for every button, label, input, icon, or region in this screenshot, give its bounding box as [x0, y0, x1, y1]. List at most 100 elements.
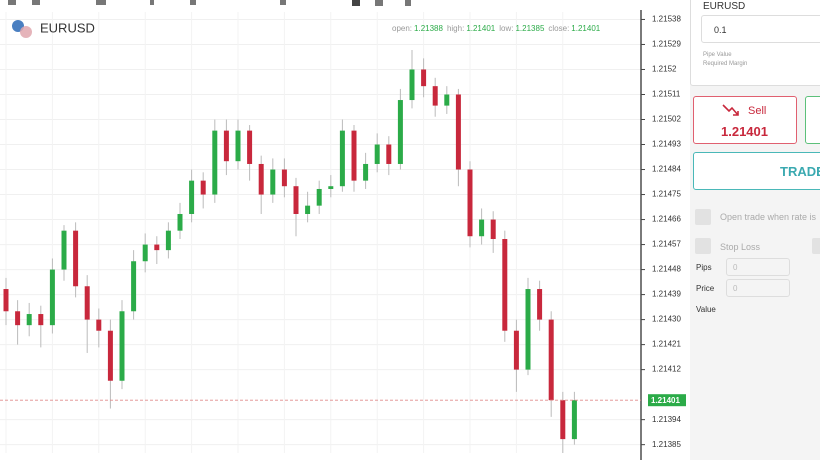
- candle-body: [305, 205, 311, 214]
- y-tick-label: 1.21511: [652, 90, 681, 99]
- candle-body: [455, 94, 461, 170]
- candle-body: [212, 130, 218, 195]
- tool-icon[interactable]: [32, 0, 40, 5]
- trade-label: TRADE: [780, 164, 820, 179]
- candle-body: [560, 400, 566, 440]
- open-when-label: Open trade when rate is: [720, 212, 817, 222]
- candle-body: [200, 180, 206, 195]
- amount-input[interactable]: 0.1: [701, 15, 820, 43]
- last-price-tag: [648, 394, 686, 407]
- candle-body: [26, 314, 32, 326]
- chart: 1.21538 1.21529 1.2152 1.21511 1.21502 1.2149…: [0, 0, 690, 460]
- y-tick-label: 1.21430: [652, 315, 681, 324]
- sell-button[interactable]: Sell 1.21401: [693, 96, 797, 144]
- tool-icon[interactable]: [375, 0, 383, 6]
- y-tick-label: 1.21466: [652, 215, 681, 224]
- pips-input[interactable]: 0: [726, 258, 790, 276]
- candle-body: [548, 319, 554, 401]
- candle-body: [281, 169, 287, 187]
- sell-icon: [722, 104, 739, 116]
- y-tick-label: 1.21385: [652, 440, 681, 449]
- candle-body: [270, 169, 276, 195]
- tool-icon[interactable]: [150, 0, 154, 5]
- order-box: EURUSD 0.1 Pipe Value Required Margin: [690, 0, 820, 86]
- candle-body: [386, 144, 392, 164]
- candle-body: [165, 230, 171, 251]
- candle-body: [38, 314, 44, 326]
- y-tick-label: 1.21493: [652, 140, 681, 149]
- y-tick-label: 1.2152: [652, 65, 677, 74]
- buy-button[interactable]: [805, 96, 820, 144]
- last-price-label: 1.21401: [651, 396, 680, 405]
- candle-body: [479, 219, 485, 237]
- candle-body: [177, 213, 183, 231]
- candle-body: [363, 163, 369, 181]
- sell-price: 1.21401: [721, 124, 768, 139]
- panel-symbol: EURUSD: [703, 1, 746, 12]
- candle-body: [49, 269, 55, 326]
- candle-body: [293, 186, 299, 214]
- trade-button[interactable]: TRADE: [693, 152, 820, 190]
- candle-body: [444, 94, 450, 106]
- candle-body: [3, 289, 9, 312]
- logo: [20, 26, 32, 38]
- price-input[interactable]: 0: [726, 279, 790, 297]
- tool-icon[interactable]: [96, 0, 106, 5]
- candle-body: [96, 319, 102, 331]
- amount-value: 0.1: [714, 25, 727, 35]
- ohlc-value: 1.21401: [571, 24, 600, 33]
- candle-body: [316, 188, 322, 206]
- candle-body: [513, 330, 519, 370]
- candle-body: [223, 130, 229, 162]
- tool-icon[interactable]: [352, 0, 360, 6]
- candle-body: [421, 69, 427, 87]
- candle-body: [84, 286, 90, 320]
- candle-body: [467, 169, 473, 237]
- stop-loss-label: Stop Loss: [720, 242, 761, 252]
- tool-icon[interactable]: [190, 0, 196, 5]
- tool-icon[interactable]: [405, 0, 411, 6]
- tool-icon[interactable]: [8, 0, 16, 5]
- candle-body: [502, 239, 508, 331]
- candle-body: [397, 100, 403, 164]
- checkbox[interactable]: [695, 238, 711, 254]
- pips-input-value: 0: [733, 263, 738, 272]
- required-margin-label: Required Margin: [703, 61, 748, 67]
- checkbox[interactable]: [812, 238, 820, 254]
- candle-body: [107, 330, 113, 381]
- ohlc-value: 1.21388: [414, 24, 443, 33]
- candle-body: [328, 186, 334, 189]
- trade-panel: EURUSD 0.1 Pipe Value Required Margin Se…: [690, 0, 820, 460]
- price-axis: 1.21538 1.21529 1.2152 1.21511 1.21502 1.2149…: [641, 15, 681, 449]
- y-tick-label: 1.21475: [652, 190, 681, 199]
- toolbar: [8, 0, 411, 6]
- y-tick-label: 1.21448: [652, 265, 681, 274]
- candle-body: [525, 289, 531, 370]
- candle-body: [119, 311, 125, 381]
- symbol-title: EURUSD: [40, 20, 95, 35]
- candle-body: [142, 244, 148, 262]
- pips-label: Pips: [696, 263, 712, 272]
- candle-body: [15, 311, 21, 326]
- ohlc-name: low:: [499, 24, 513, 33]
- price-label: Price: [696, 284, 715, 293]
- value-label: Value: [696, 305, 716, 314]
- candle-body: [189, 180, 195, 214]
- candle-body: [258, 163, 264, 195]
- ohlc-name: close:: [548, 24, 569, 33]
- y-tick-label: 1.21538: [652, 15, 681, 24]
- candle-body: [374, 144, 380, 164]
- candle-body: [432, 86, 438, 106]
- candle-body: [154, 244, 160, 251]
- y-tick-label: 1.21502: [652, 115, 681, 124]
- y-tick-label: 1.21421: [652, 340, 681, 349]
- ohlc-name: high:: [447, 24, 464, 33]
- ohlc-value: 1.21401: [466, 24, 495, 33]
- chart-background: [0, 0, 690, 460]
- candle-body: [339, 130, 345, 187]
- candle-body: [351, 130, 357, 181]
- checkbox[interactable]: [695, 209, 711, 225]
- tool-icon[interactable]: [280, 0, 286, 5]
- candle-body: [409, 69, 415, 101]
